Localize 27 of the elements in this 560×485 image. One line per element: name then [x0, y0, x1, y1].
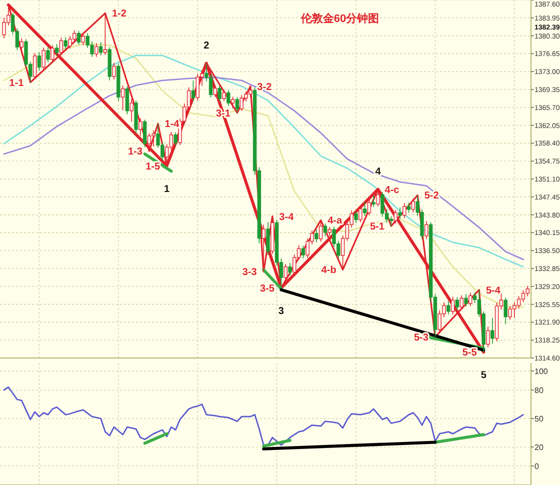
text: 伦敦金60分钟图: [300, 12, 380, 25]
annotation: 1-1: [9, 78, 24, 89]
annotation: 3: [278, 306, 284, 317]
annotation: 3-2: [257, 82, 272, 93]
annotation: 5-1: [370, 222, 385, 233]
annotation: 1: [164, 184, 170, 195]
annotation: 4-b: [321, 265, 336, 276]
y-tick-label: 50: [534, 414, 544, 424]
annotation: 5-5: [462, 348, 478, 359]
annotation: 4-c: [384, 184, 400, 196]
annotation: 3-3: [242, 267, 258, 278]
annotation: 5-3: [414, 332, 429, 344]
annotation: 4: [375, 166, 382, 178]
y-tick-label: 20: [534, 442, 544, 452]
annotation: 3-5: [260, 283, 275, 294]
annotation: 1-3: [128, 146, 143, 158]
y-tick-label: 0: [534, 462, 540, 471]
annotation: 5: [480, 370, 487, 382]
annotation: 3-4: [279, 212, 294, 223]
annotation: 5-4: [486, 285, 501, 296]
annotation: 2: [204, 40, 210, 52]
annotation: 1-2: [112, 8, 127, 20]
annotation: 4-a: [328, 216, 342, 227]
y-tick-label: 80: [534, 386, 544, 395]
annotation: 5-2: [424, 190, 440, 202]
annotation: 1-5: [146, 161, 160, 172]
y-tick-label: 100: [534, 366, 548, 376]
